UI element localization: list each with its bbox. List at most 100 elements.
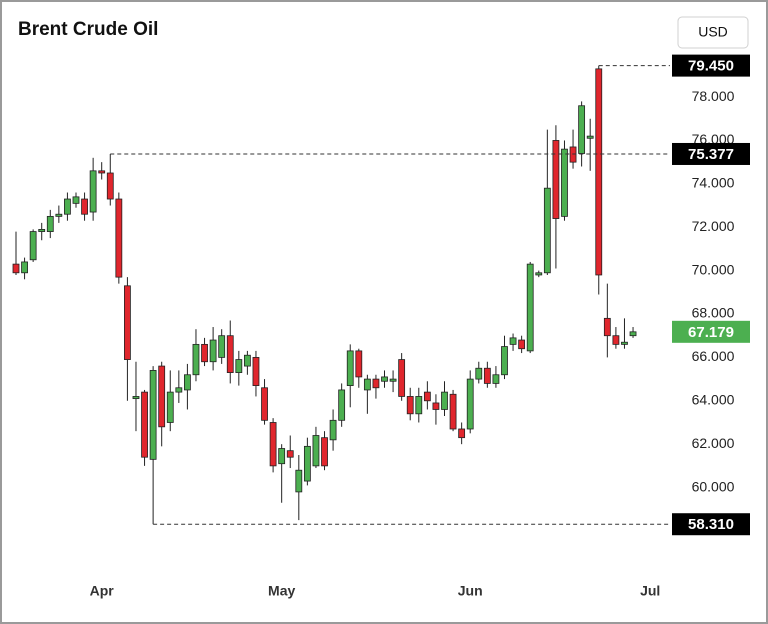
last-price-label: 67.179 bbox=[688, 324, 734, 341]
candle-body bbox=[346, 350, 354, 386]
candle-body bbox=[38, 229, 46, 232]
price-label: 75.377 bbox=[688, 146, 734, 163]
candle-body bbox=[586, 135, 594, 139]
plot: 60.000 62.000 64.000 66.000 68.000 70.000 72.0… bbox=[12, 54, 750, 599]
candle-body bbox=[389, 378, 397, 382]
candle-body bbox=[441, 391, 448, 410]
candle-body bbox=[321, 437, 328, 467]
x-tick-label: Apr bbox=[90, 583, 115, 599]
price-label: 79.450 bbox=[688, 58, 734, 75]
candle-body bbox=[226, 335, 234, 373]
candle-body bbox=[149, 370, 157, 460]
candle-body bbox=[398, 359, 406, 397]
candle-body bbox=[355, 350, 363, 378]
candle-body bbox=[449, 393, 457, 430]
last-price-box bbox=[672, 320, 750, 343]
candle-body bbox=[509, 337, 517, 345]
candle-body bbox=[295, 469, 303, 493]
candle-body bbox=[98, 170, 106, 174]
candle-body bbox=[269, 422, 277, 467]
candle-body bbox=[483, 367, 491, 384]
x-tick-label: Jun bbox=[458, 583, 483, 599]
y-tick-label: 68.000 bbox=[692, 305, 735, 321]
y-tick-label: 62.000 bbox=[692, 435, 735, 451]
candle-body bbox=[578, 105, 586, 154]
candle-body bbox=[406, 396, 414, 415]
candle-body bbox=[475, 367, 483, 380]
candle-body bbox=[46, 215, 54, 232]
candle-body bbox=[55, 213, 63, 217]
candle-body bbox=[124, 285, 131, 360]
candle-body bbox=[363, 378, 371, 391]
x-tick-label: Jul bbox=[640, 583, 660, 599]
candle-body bbox=[432, 402, 440, 410]
candle-body bbox=[466, 378, 474, 430]
candle-body bbox=[218, 335, 226, 358]
candle-body bbox=[89, 170, 97, 213]
candle-body bbox=[629, 331, 637, 337]
candle-body bbox=[423, 391, 431, 402]
candle-body bbox=[561, 148, 568, 217]
price-label-box bbox=[672, 54, 750, 77]
price-label-box bbox=[672, 142, 750, 165]
candle-body bbox=[329, 419, 337, 441]
candle-body bbox=[115, 198, 123, 278]
candle-body bbox=[612, 335, 620, 345]
candle-body bbox=[106, 172, 114, 200]
candle-body bbox=[415, 396, 423, 415]
candle-body bbox=[286, 450, 294, 458]
candle-body bbox=[526, 263, 534, 352]
candle-body bbox=[72, 196, 80, 204]
candle-body bbox=[252, 356, 260, 386]
candle-body bbox=[278, 448, 286, 465]
chart-title: Brent Crude Oil bbox=[18, 19, 158, 40]
candle-body bbox=[201, 343, 208, 363]
candle-body bbox=[569, 146, 577, 163]
candle-body bbox=[543, 187, 551, 274]
candle-body bbox=[535, 272, 543, 276]
candle-body bbox=[166, 391, 174, 423]
candle-body bbox=[141, 391, 148, 458]
candle-body bbox=[132, 396, 140, 400]
candle-body bbox=[243, 354, 251, 367]
currency-button-label[interactable]: USD bbox=[698, 24, 728, 40]
y-tick-label: 70.000 bbox=[692, 261, 735, 277]
candle-body bbox=[518, 339, 526, 350]
candle-body bbox=[21, 261, 28, 274]
y-tick-label: 66.000 bbox=[692, 348, 735, 364]
candle-body bbox=[595, 68, 603, 276]
candle-body bbox=[312, 435, 320, 467]
candle-body bbox=[458, 428, 466, 439]
candle-body bbox=[12, 263, 20, 274]
candle-body bbox=[381, 376, 388, 382]
candle-body bbox=[81, 198, 88, 215]
currency-button[interactable] bbox=[677, 16, 749, 49]
candle-body bbox=[338, 389, 346, 421]
y-tick-label: 78.000 bbox=[692, 88, 735, 104]
candle-body bbox=[372, 378, 380, 389]
candle-body bbox=[158, 365, 166, 428]
price-label-box bbox=[672, 513, 750, 536]
y-tick-label: 60.000 bbox=[692, 478, 735, 494]
y-tick-label: 64.000 bbox=[692, 391, 735, 407]
candle-body bbox=[183, 374, 191, 391]
candle-body bbox=[29, 231, 37, 261]
x-tick-label: May bbox=[268, 583, 295, 599]
price-label: 58.310 bbox=[688, 516, 734, 533]
y-tick-label: 72.000 bbox=[692, 218, 735, 234]
candle-body bbox=[64, 198, 71, 215]
candle-body bbox=[192, 343, 200, 376]
candle-body bbox=[261, 387, 268, 421]
candle-body bbox=[175, 387, 183, 393]
candle-body bbox=[501, 346, 508, 376]
candle-body bbox=[621, 341, 628, 345]
candle-body bbox=[235, 359, 243, 373]
candle-body bbox=[303, 445, 311, 482]
candle-body bbox=[552, 140, 560, 219]
candle-body bbox=[603, 317, 611, 337]
candle-body bbox=[492, 374, 500, 384]
candle-body bbox=[209, 339, 217, 363]
